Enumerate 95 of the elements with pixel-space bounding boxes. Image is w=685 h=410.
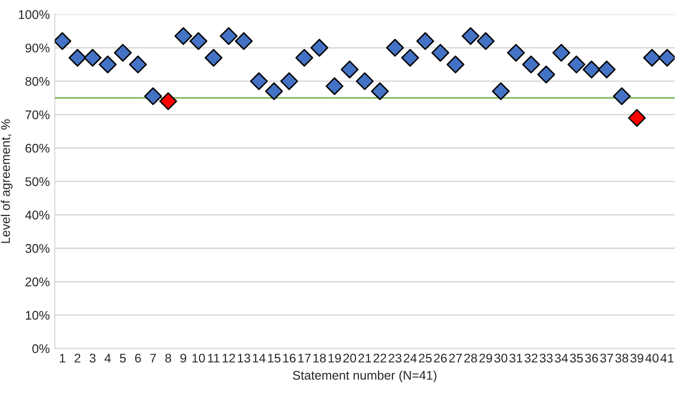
x-tick-label: 29 — [479, 354, 492, 363]
point — [370, 82, 389, 100]
x-tick-label: 12 — [222, 354, 236, 362]
point — [568, 56, 586, 74]
x-tick-label: 17 — [298, 354, 311, 362]
point — [658, 48, 675, 67]
x-axis-title: Statement number (N=41) — [292, 370, 436, 382]
point — [159, 92, 178, 110]
x-tick-label: 7 — [150, 354, 156, 362]
x-tick-label: 30 — [494, 354, 508, 363]
y-tick-label: 0% — [32, 344, 50, 354]
x-tick-label: 5 — [120, 354, 126, 363]
x-tick-label: 26 — [434, 354, 447, 363]
y-tick-label: 90% — [26, 44, 50, 52]
point — [114, 44, 132, 62]
point — [310, 38, 328, 57]
y-tick-label: 100% — [18, 10, 50, 19]
x-tick-label: 11 — [208, 354, 220, 362]
point — [326, 77, 344, 96]
x-tick-label: 36 — [585, 354, 598, 363]
x-tick-label: 25 — [418, 354, 432, 363]
y-tick-label: 40% — [25, 210, 50, 220]
point — [265, 82, 283, 100]
y-tick-label: 50% — [25, 177, 50, 186]
point — [431, 44, 450, 62]
x-tick-label: 20 — [343, 354, 356, 363]
x-tick-label: 31 — [509, 354, 522, 363]
point — [98, 56, 117, 74]
point — [356, 72, 374, 90]
point — [144, 87, 162, 106]
x-tick-label: 4 — [104, 354, 111, 362]
point — [416, 32, 434, 50]
x-tick-label: 37 — [600, 354, 614, 363]
point — [612, 87, 631, 106]
x-tick-label: 9 — [180, 354, 186, 363]
point — [54, 32, 72, 50]
x-tick-label: 19 — [328, 354, 341, 363]
x-tick-label: 23 — [388, 354, 402, 363]
point — [68, 48, 86, 67]
x-tick-label: 21 — [358, 354, 372, 362]
point — [476, 32, 495, 50]
x-tick-label: 22 — [374, 354, 386, 362]
x-tick-label: 8 — [165, 354, 172, 363]
x-tick-label: 27 — [449, 354, 462, 362]
x-tick-label: 13 — [238, 354, 250, 363]
x-tick-label: 33 — [540, 354, 553, 363]
x-tick-label: 15 — [268, 354, 280, 363]
point — [582, 60, 600, 78]
x-tick-label: 16 — [283, 354, 296, 363]
x-tick-label: 3 — [90, 354, 96, 363]
point — [628, 109, 646, 127]
x-tick-label: 39 — [630, 354, 644, 363]
point — [507, 44, 525, 62]
y-tick-label: 80% — [25, 76, 50, 86]
point — [446, 56, 464, 74]
point — [598, 60, 616, 78]
x-tick-label: 28 — [464, 354, 478, 363]
point — [129, 56, 147, 74]
x-tick-label: 34 — [554, 354, 568, 363]
point — [340, 60, 359, 78]
point — [220, 27, 238, 45]
point — [492, 82, 510, 100]
x-tick-label: 6 — [135, 354, 141, 363]
x-tick-label: 32 — [524, 354, 538, 363]
x-tick-label: 14 — [252, 354, 266, 362]
point — [204, 48, 222, 67]
x-tick-label: 38 — [615, 354, 628, 363]
point — [643, 48, 661, 67]
point — [234, 32, 253, 50]
y-tick-label: 70% — [26, 110, 50, 120]
y-tick-label: 10% — [26, 310, 50, 320]
x-tick-label: 41 — [660, 354, 674, 362]
y-tick-label: 30% — [25, 244, 50, 253]
point — [280, 72, 298, 90]
x-tick-label: 1 — [60, 354, 66, 362]
x-tick-label: 2 — [74, 354, 80, 362]
point — [537, 66, 556, 84]
y-axis-title: Level of agreement, % — [0, 119, 12, 243]
point — [250, 72, 268, 90]
point — [522, 56, 540, 74]
x-tick-label: 18 — [313, 354, 326, 363]
x-tick-label: 10 — [192, 354, 205, 363]
point — [386, 38, 404, 57]
x-tick-label: 40 — [645, 354, 659, 363]
x-tick-label: 24 — [404, 354, 417, 362]
x-tick-label: 35 — [570, 354, 583, 363]
y-tick-label: 60% — [26, 144, 50, 153]
point — [462, 27, 480, 45]
point — [295, 48, 314, 67]
y-tick-label: 20% — [26, 277, 50, 286]
point — [174, 27, 192, 45]
point — [401, 48, 420, 67]
point — [84, 48, 102, 67]
point — [190, 32, 208, 50]
point — [552, 44, 570, 62]
